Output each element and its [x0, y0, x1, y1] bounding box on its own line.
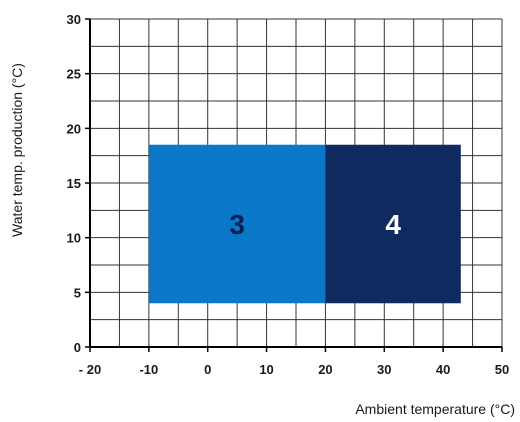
x-tick-label: 50	[495, 362, 509, 377]
operating-region-4	[325, 144, 461, 304]
y-axis-label: Water temp. production (°C)	[9, 63, 25, 237]
x-tick-label: 0	[204, 362, 211, 377]
y-tick-label: 0	[74, 340, 81, 355]
region-label-4: 4	[385, 209, 401, 240]
x-tick-label: - 20	[79, 362, 101, 377]
x-axis-ticks: - 20 -10 0 10 20 30 40 50	[79, 347, 509, 377]
x-tick-label: 20	[318, 362, 332, 377]
x-tick-label: 10	[259, 362, 273, 377]
y-tick-label: 5	[74, 285, 81, 300]
x-tick-label: 30	[377, 362, 391, 377]
y-tick-label: 30	[67, 12, 81, 27]
y-tick-label: 15	[67, 176, 81, 191]
x-tick-label: 40	[436, 362, 450, 377]
x-tick-label: -10	[139, 362, 158, 377]
y-tick-label: 10	[67, 231, 81, 246]
y-tick-label: 25	[67, 67, 81, 82]
y-axis-ticks: 0 5 10 15 20 25 30	[67, 12, 90, 355]
region-label-3: 3	[229, 209, 245, 240]
operating-region-3	[148, 144, 326, 304]
y-tick-label: 20	[67, 121, 81, 136]
x-axis-label: Ambient temperature (°C)	[355, 401, 515, 417]
